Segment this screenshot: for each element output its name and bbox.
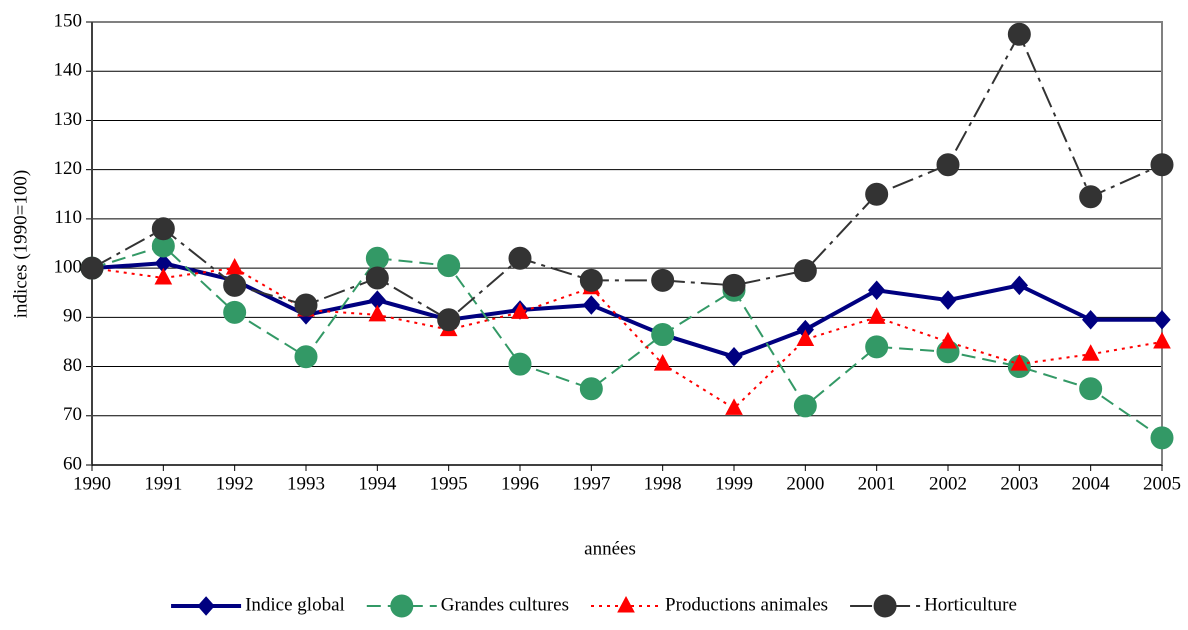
marker [1150,426,1174,450]
marker [223,273,247,297]
marker [1081,344,1100,361]
marker [365,246,389,270]
marker [80,256,104,280]
y-tick-label: 90 [63,306,82,327]
x-tick-label: 1997 [572,473,610,494]
x-tick-label: 1991 [144,473,182,494]
marker [579,377,603,401]
marker [936,153,960,177]
y-axis-title: indices (1990=100) [10,170,31,318]
marker [939,290,957,310]
marker [151,217,175,241]
marker [508,352,532,376]
marker [796,329,815,346]
marker [793,259,817,283]
marker [579,268,603,292]
marker [725,398,743,415]
marker [1153,331,1171,349]
marker [1010,275,1029,296]
marker [1007,22,1031,46]
marker [437,308,461,332]
x-tick-label: 2004 [1072,473,1111,494]
y-tick-label: 80 [63,355,82,376]
marker [653,354,672,371]
y-tick-label: 120 [54,158,83,179]
marker [1079,185,1103,209]
x-tick-label: 1994 [358,473,397,494]
plot-frame [91,21,1163,466]
x-tick-label: 1992 [216,473,254,494]
marker [722,273,746,297]
series-line [91,261,1162,359]
x-tick-label: 1999 [715,473,753,494]
y-tick-label: 140 [54,60,83,81]
y-tick-label: 100 [54,256,83,277]
legend-label: Productions animales [665,594,828,615]
marker [651,323,675,347]
series-line [91,244,1163,439]
marker [793,394,817,418]
marker [1079,377,1103,401]
legend-label: Grandes cultures [441,594,569,615]
marker [368,304,387,322]
x-tick-label: 2002 [929,473,967,494]
marker [154,267,173,285]
marker [865,335,889,359]
marker [617,595,635,613]
marker [390,594,414,618]
marker [867,307,886,324]
marker [365,266,389,290]
marker [294,345,318,369]
x-tick-label: 2005 [1143,473,1181,494]
marker [223,300,247,324]
marker [1150,153,1174,177]
marker [508,246,532,270]
x-axis-title: années [584,538,636,559]
marker [294,293,318,317]
marker [725,346,743,367]
x-tick-label: 1995 [430,473,468,494]
y-tick-label: 110 [54,207,82,228]
marker [511,302,529,319]
marker [651,268,675,292]
x-tick-label: 2000 [786,473,824,494]
marker [873,594,897,618]
y-tick-label: 60 [63,453,82,474]
x-tick-label: 1996 [501,473,539,494]
legend-label: Indice global [245,594,345,615]
marker [867,280,886,301]
marker [1153,310,1171,330]
y-tick-label: 70 [63,404,82,425]
marker [197,596,215,616]
x-tick-label: 2001 [858,473,896,494]
marker [865,182,889,206]
y-tick-label: 150 [54,10,83,31]
legend-label: Horticulture [924,594,1017,615]
series-line [91,267,1163,410]
marker [582,295,601,315]
marker [1081,310,1100,330]
marker [437,254,461,278]
marker [939,331,957,349]
y-tick-label: 130 [54,109,83,130]
marker [225,258,244,275]
x-tick-label: 2003 [1000,473,1038,494]
x-tick-label: 1998 [644,473,682,494]
marker [1010,354,1029,371]
legend: Indice global Grandes cultures Productions… [171,594,1017,618]
x-tick-label: 1990 [73,473,111,494]
x-tick-label: 1993 [287,473,325,494]
series-line [91,32,1163,322]
